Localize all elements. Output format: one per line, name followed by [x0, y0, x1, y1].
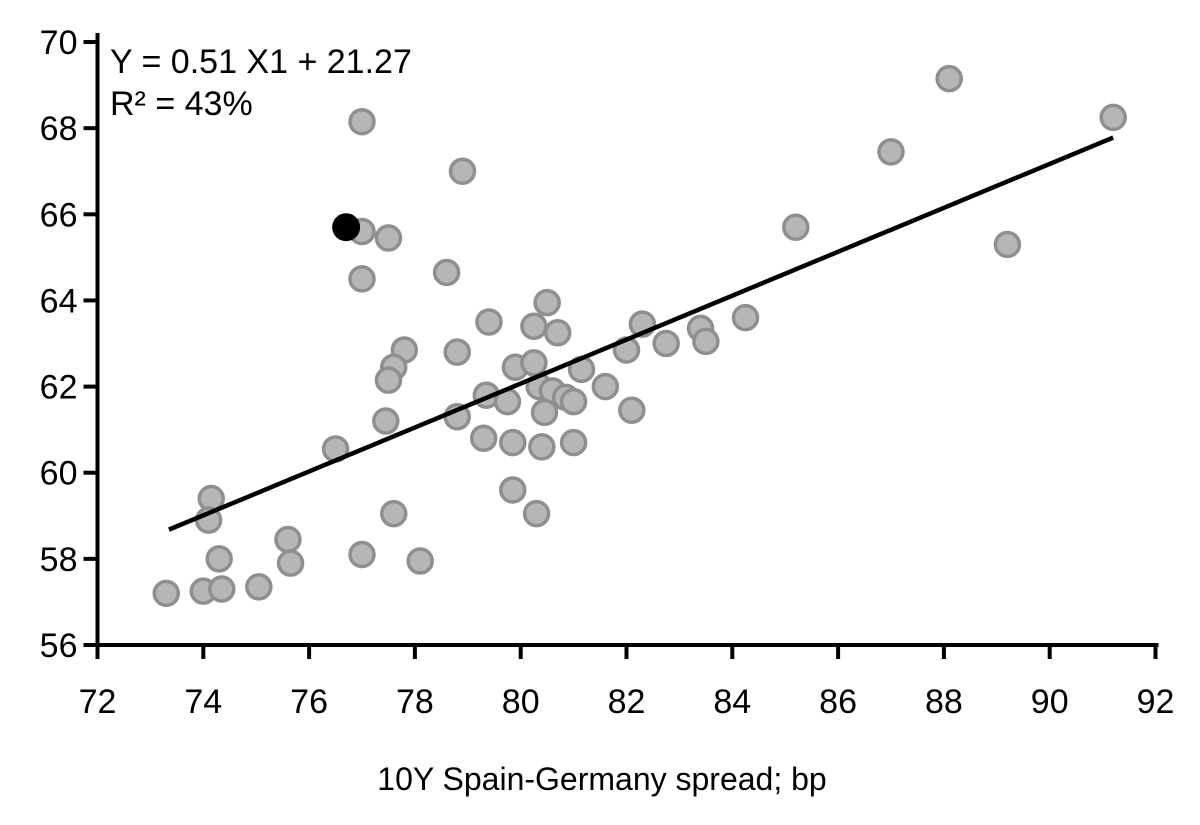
data-point [208, 575, 236, 603]
data-point [379, 499, 408, 528]
data-point [274, 525, 302, 554]
data-point [475, 308, 503, 336]
data-point [443, 338, 471, 366]
x-tick-label: 86 [819, 683, 857, 721]
y-tick-label: 58 [40, 541, 78, 579]
data-point [348, 107, 376, 136]
y-tick-label: 56 [40, 627, 78, 665]
data-point [205, 545, 233, 573]
data-point [520, 349, 548, 377]
data-point [448, 157, 477, 185]
y-tick-label: 62 [40, 369, 78, 407]
data-point [276, 549, 305, 577]
x-tick-label: 92 [1137, 683, 1175, 721]
r-squared-label: R² = 43% [110, 85, 253, 123]
y-tick-label: 70 [40, 24, 78, 62]
data-point [559, 428, 588, 457]
data-point [935, 64, 963, 93]
x-tick-label: 88 [925, 683, 963, 721]
data-point [432, 258, 461, 287]
x-tick-label: 76 [290, 683, 328, 721]
data-point [530, 398, 559, 427]
data-point [559, 387, 588, 416]
data-point [374, 366, 403, 394]
data-point [543, 318, 572, 347]
regression-equation-label: Y = 0.51 X1 + 21.27 [110, 43, 412, 81]
data-point [618, 396, 646, 425]
data-point [348, 265, 376, 293]
data-point [877, 138, 905, 166]
highlighted-data-point [332, 213, 361, 242]
data-point [591, 372, 620, 401]
data-point [520, 312, 548, 341]
x-tick-label: 90 [1031, 683, 1069, 721]
y-tick-label: 66 [40, 196, 78, 234]
x-tick-label: 80 [502, 683, 540, 721]
x-tick-label: 78 [396, 683, 434, 721]
data-point [152, 579, 181, 608]
y-tick-label: 68 [40, 110, 78, 148]
x-tick-label: 84 [713, 683, 751, 721]
x-tick-label: 72 [79, 683, 117, 721]
data-point [692, 327, 720, 356]
data-point [522, 499, 551, 528]
data-point [499, 476, 527, 504]
data-point [782, 213, 810, 241]
data-point [1099, 103, 1127, 132]
data-point [372, 407, 400, 435]
x-tick-label: 74 [184, 683, 222, 721]
data-point [993, 230, 1022, 259]
data-point [499, 428, 527, 457]
y-tick-label: 64 [40, 282, 78, 320]
data-point [528, 433, 556, 461]
trend-line [168, 135, 1115, 532]
y-tick-label: 60 [40, 455, 78, 493]
data-point [406, 547, 434, 575]
data-point [652, 329, 680, 358]
data-point [469, 424, 498, 453]
data-point [245, 573, 273, 601]
data-point [731, 303, 760, 332]
data-point [348, 540, 376, 569]
data-point [374, 224, 403, 252]
x-tick-label: 82 [608, 683, 646, 721]
data-point [533, 288, 561, 317]
x-axis-title: 10Y Spain-Germany spread; bp [377, 761, 826, 797]
